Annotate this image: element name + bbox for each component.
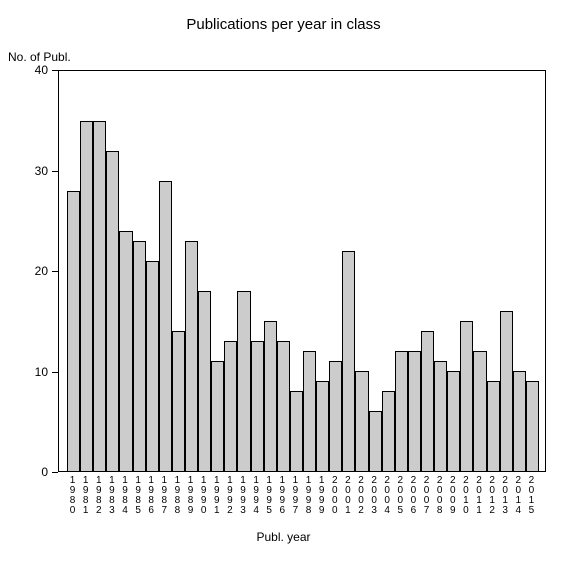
xtick-label: 1992 [223,476,236,516]
xtick-label: 2004 [381,476,394,516]
xtick-label: 1987 [158,476,171,516]
ytick-label: 20 [0,264,48,278]
xtick-label: 2013 [499,476,512,516]
chart-title: Publications per year in class [0,16,567,33]
ytick-mark [52,372,58,373]
bar [434,361,447,471]
bar [172,331,185,471]
xtick-label: 1988 [171,476,184,516]
xtick-label: 1995 [263,476,276,516]
xtick-label: 1983 [105,476,118,516]
bar [460,321,473,471]
bar [395,351,408,471]
bar [159,181,172,471]
xtick-label: 1981 [79,476,92,516]
bar [355,371,368,471]
xtick-label: 2014 [512,476,525,516]
xtick-label: 1982 [92,476,105,516]
bar [251,341,264,471]
bar [329,361,342,471]
x-axis-label: Publ. year [0,530,567,544]
xtick-label: 2009 [446,476,459,516]
ytick-label: 0 [0,465,48,479]
bar [146,261,159,471]
bar [106,151,119,471]
ytick-label: 30 [0,164,48,178]
xtick-label: 1990 [197,476,210,516]
bar [133,241,146,471]
ytick-label: 40 [0,63,48,77]
bar [487,381,500,471]
bar [277,341,290,471]
xtick-label: 2011 [472,476,485,516]
bar [237,291,250,471]
ytick-mark [52,171,58,172]
bar [198,291,211,471]
ytick-mark [52,472,58,473]
xtick-label: 1998 [302,476,315,516]
plot-area [58,70,546,472]
bar [119,231,132,471]
xtick-label: 1993 [236,476,249,516]
ytick-mark [52,70,58,71]
xtick-label: 1986 [145,476,158,516]
bar [211,361,224,471]
ytick-label: 10 [0,365,48,379]
xtick-label: 1980 [66,476,79,516]
chart-container: Publications per year in class No. of Pu… [0,0,567,567]
xtick-label: 1999 [315,476,328,516]
xtick-label: 1997 [289,476,302,516]
xtick-label: 1996 [276,476,289,516]
xtick-label: 2002 [354,476,367,516]
xtick-label: 2012 [486,476,499,516]
ytick-mark [52,271,58,272]
bar [185,241,198,471]
bar [473,351,486,471]
bar [303,351,316,471]
xtick-label: 2000 [328,476,341,516]
xtick-label: 2006 [407,476,420,516]
xtick-label: 2015 [525,476,538,516]
bar [500,311,513,471]
bar [264,321,277,471]
xtick-label: 2003 [368,476,381,516]
y-axis-label: No. of Publ. [8,50,71,64]
xtick-label: 2007 [420,476,433,516]
bar [447,371,460,471]
xtick-label: 1991 [210,476,223,516]
xtick-label: 2010 [459,476,472,516]
xtick-label: 2008 [433,476,446,516]
bar [316,381,329,471]
xtick-label: 2001 [341,476,354,516]
bar [421,331,434,471]
bars-layer [59,71,545,471]
bar [67,191,80,471]
bar [408,351,421,471]
xtick-label: 1984 [118,476,131,516]
xtick-label: 1985 [132,476,145,516]
bar [382,391,395,471]
bar [93,121,106,471]
xtick-label: 1989 [184,476,197,516]
bar [80,121,93,471]
xtick-label: 1994 [250,476,263,516]
bar [290,391,303,471]
bar [342,251,355,471]
bar [369,411,382,471]
bar [526,381,539,471]
bar [224,341,237,471]
xtick-label: 2005 [394,476,407,516]
bar [513,371,526,471]
